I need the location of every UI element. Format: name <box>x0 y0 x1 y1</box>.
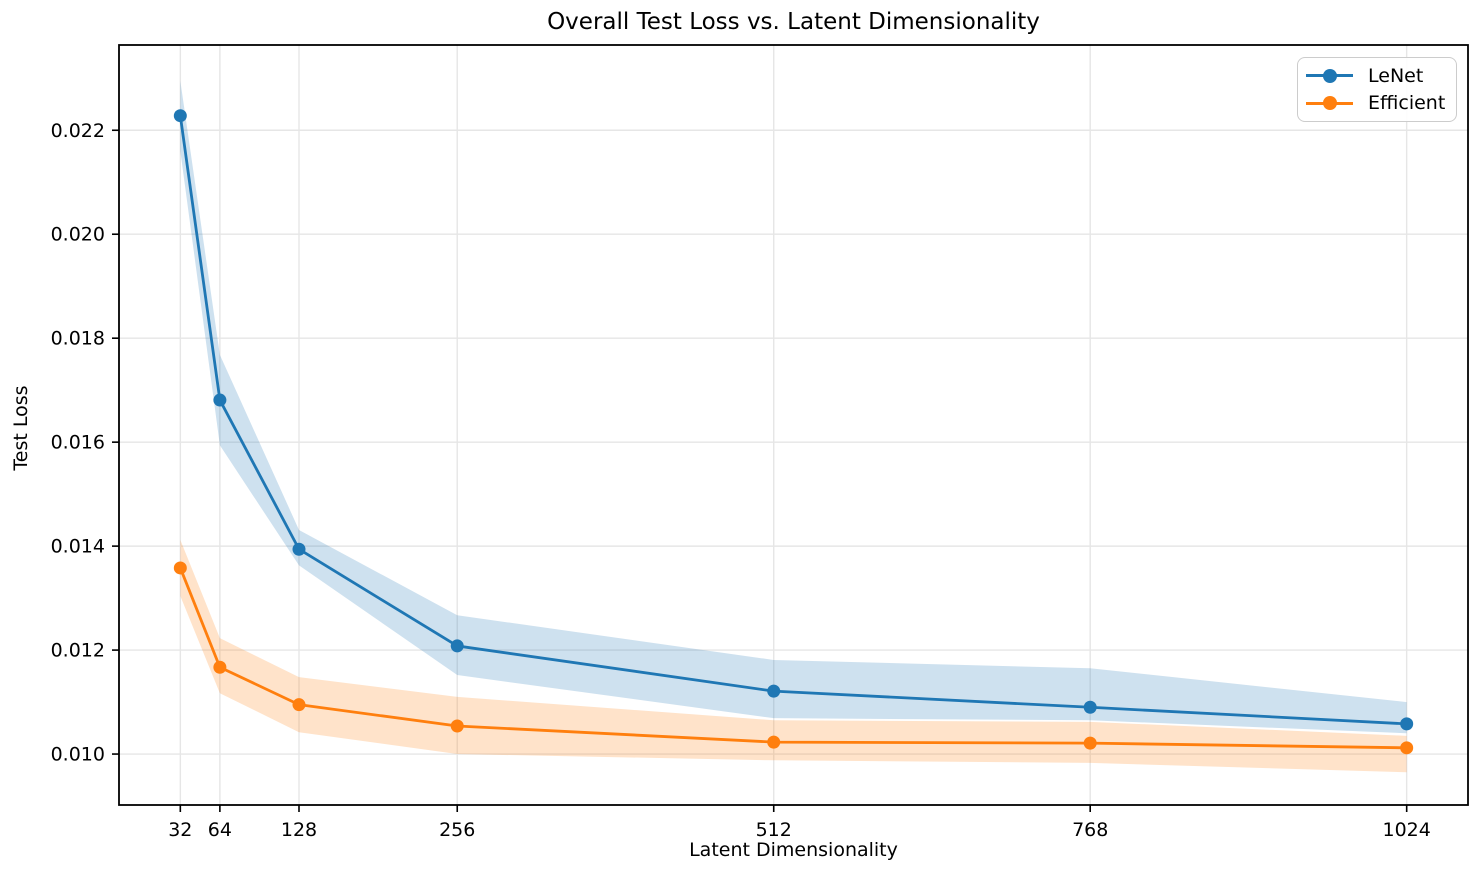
data-point-efficient-768 <box>1083 736 1097 750</box>
chart-title: Overall Test Loss vs. Latent Dimensional… <box>547 9 1040 35</box>
legend-marker-icon <box>1322 96 1337 111</box>
series-line-lenet <box>178 114 1409 726</box>
data-point-lenet-1024 <box>1400 717 1414 731</box>
x-tick-label: 256 <box>439 819 475 841</box>
legend-sample-efficient <box>1306 95 1353 111</box>
x-axis-label: Latent Dimensionality <box>689 839 898 861</box>
legend-sample-lenet <box>1306 68 1353 84</box>
legend-label-efficient: Efficient <box>1368 92 1446 115</box>
confidence-band-lenet <box>180 80 1407 734</box>
y-tick-label: 0.010 <box>51 744 105 766</box>
y-tick-label: 0.022 <box>51 120 105 142</box>
x-tick-label: 128 <box>281 819 317 841</box>
y-tick-label: 0.014 <box>51 536 105 558</box>
legend-item-lenet: LeNet <box>1306 64 1446 88</box>
confidence-band-efficient <box>180 539 1407 773</box>
legend-label-lenet: LeNet <box>1368 64 1424 87</box>
data-point-lenet-128 <box>292 542 306 556</box>
x-tick-label: 64 <box>208 819 232 841</box>
plot-border <box>118 44 1469 806</box>
data-point-efficient-1024 <box>1400 741 1414 755</box>
data-point-lenet-32 <box>173 109 187 123</box>
y-tick-label: 0.020 <box>51 224 105 246</box>
legend-marker-icon <box>1322 68 1337 83</box>
x-tick-label: 512 <box>756 819 792 841</box>
y-tick-label: 0.012 <box>51 640 105 662</box>
x-tick-label: 768 <box>1072 819 1108 841</box>
x-tick-label: 32 <box>168 819 192 841</box>
y-tick-label: 0.016 <box>51 432 105 454</box>
data-point-lenet-512 <box>767 684 781 698</box>
legend-item-efficient: Efficient <box>1306 91 1446 115</box>
data-point-efficient-32 <box>173 561 187 575</box>
data-point-efficient-512 <box>767 735 781 749</box>
data-point-lenet-256 <box>450 639 464 653</box>
data-point-lenet-768 <box>1083 700 1097 714</box>
legend: LeNet Efficient <box>1297 57 1457 122</box>
data-point-efficient-128 <box>292 698 306 712</box>
y-axis-label: Test Loss <box>10 385 32 471</box>
y-tick-label: 0.018 <box>51 328 105 350</box>
data-point-lenet-64 <box>213 393 227 407</box>
x-tick-label: 1024 <box>1383 819 1431 841</box>
data-point-efficient-256 <box>450 719 464 733</box>
data-point-efficient-64 <box>213 660 227 674</box>
